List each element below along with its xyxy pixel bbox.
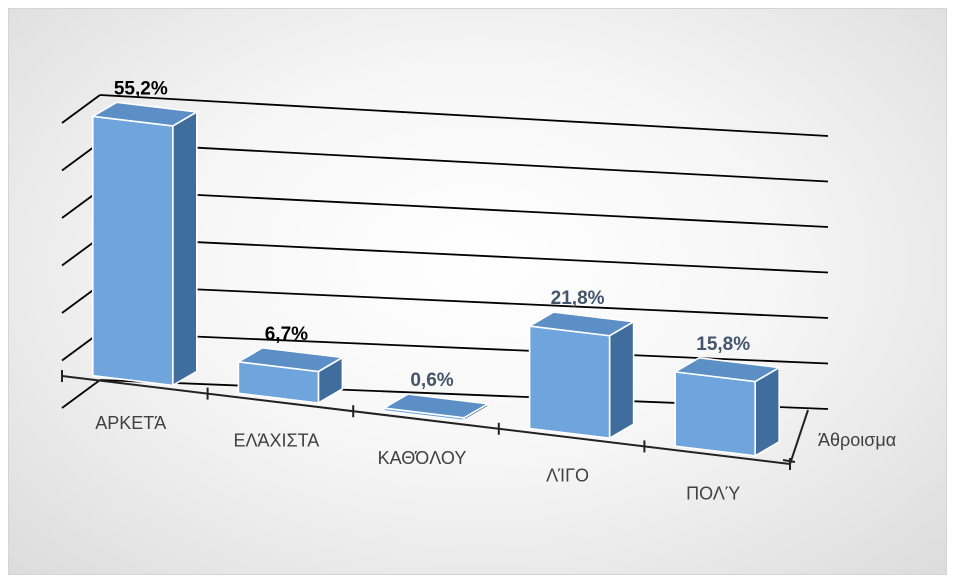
data-label: 55,2%	[114, 78, 168, 99]
bar	[90, 101, 200, 387]
bar-side-face	[754, 366, 781, 458]
bar	[381, 393, 491, 422]
bar-front-face	[528, 325, 611, 440]
depth-axis-tick	[782, 459, 796, 463]
axes	[61, 370, 809, 470]
bar-top-face	[672, 357, 782, 383]
bar-front-face	[674, 370, 757, 457]
data-label: 21,8%	[551, 288, 605, 309]
category-label: ΕΛΆΧΙΣΤΑ	[233, 431, 319, 451]
data-label: 0,6%	[410, 370, 453, 391]
gridline	[99, 94, 829, 137]
gridline	[99, 236, 829, 274]
data-labels: 55,2% 6,7% 0,6% 21,8% 15,8%	[114, 78, 750, 391]
gridlines	[61, 94, 829, 410]
gridline	[99, 189, 829, 228]
category-label: ΑΡΚΕΤΆ	[95, 413, 166, 433]
side-wall-gridline	[61, 379, 101, 409]
side-wall-gridline	[61, 94, 101, 124]
bar	[235, 347, 345, 405]
depth-axis-label: Άθροισμα	[818, 430, 896, 450]
bar-top-face	[235, 347, 345, 373]
bar	[672, 357, 782, 458]
category-label: ΠΟΛΎ	[686, 483, 740, 503]
category-label: ΛΊΓΟ	[546, 466, 589, 486]
data-label: 15,8%	[696, 334, 750, 355]
bar-top-face	[381, 393, 491, 419]
bar-front-face	[92, 115, 174, 387]
depth-axis	[789, 409, 809, 465]
bars	[90, 101, 782, 458]
bar-top-face	[90, 101, 200, 127]
bar-side-face	[608, 320, 635, 440]
bar-top-face	[527, 311, 637, 337]
gridline	[99, 284, 829, 319]
category-axis	[61, 375, 791, 465]
category-label: ΚΑΘΌΛΟΥ	[378, 448, 467, 468]
data-label: 6,7%	[265, 324, 308, 345]
bar	[527, 311, 637, 440]
category-labels: ΑΡΚΕΤΆ ΕΛΆΧΙΣΤΑ ΚΑΘΌΛΟΥ ΛΊΓΟ ΠΟΛΎ	[95, 413, 740, 503]
gridline	[99, 141, 829, 183]
bar-side-face	[172, 110, 198, 387]
